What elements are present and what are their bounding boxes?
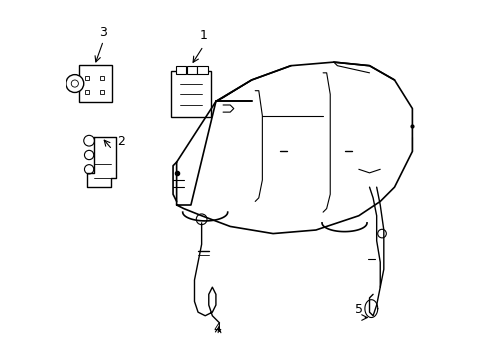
Circle shape [71,80,78,87]
Text: 1: 1 [199,30,207,42]
FancyBboxPatch shape [186,66,197,73]
Circle shape [196,214,206,225]
Circle shape [84,150,94,159]
FancyBboxPatch shape [79,64,111,103]
Circle shape [84,165,94,174]
Text: 4: 4 [213,323,221,336]
Circle shape [83,135,94,146]
FancyBboxPatch shape [171,71,210,117]
Text: 5: 5 [354,303,362,316]
FancyBboxPatch shape [176,66,186,73]
FancyBboxPatch shape [197,66,207,73]
Text: 2: 2 [117,135,125,148]
Text: 3: 3 [99,26,107,39]
Circle shape [377,229,386,238]
Circle shape [66,75,83,93]
